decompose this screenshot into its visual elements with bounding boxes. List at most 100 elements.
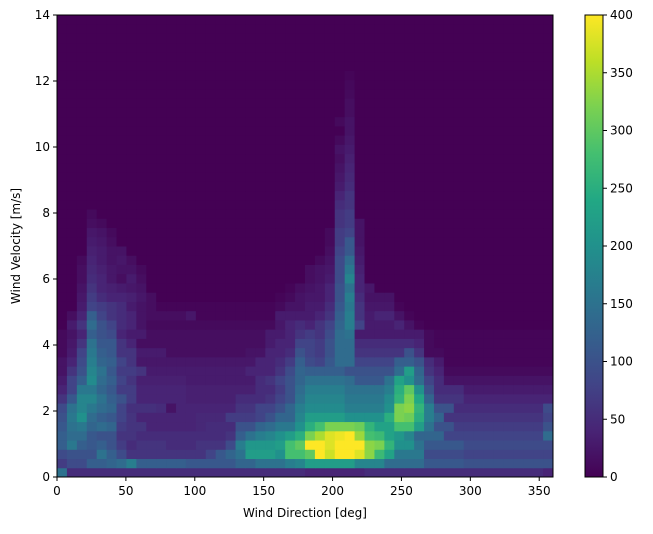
heatmap-cell <box>424 42 435 53</box>
heatmap-cell <box>215 329 227 339</box>
heatmap-cell <box>185 88 197 99</box>
heatmap-cell <box>453 421 465 432</box>
heatmap-cell <box>225 88 237 99</box>
heatmap-cell <box>533 61 544 71</box>
heatmap-cell <box>453 393 465 404</box>
heatmap-cell <box>57 338 68 349</box>
heatmap-cell <box>404 319 415 330</box>
colorbar-tick-label: 250 <box>610 181 633 195</box>
heatmap-cell <box>533 366 544 376</box>
heatmap-cell <box>493 135 504 145</box>
heatmap-cell <box>116 15 127 25</box>
heatmap-cell <box>136 116 147 127</box>
heatmap-cell <box>126 135 137 145</box>
heatmap-cell <box>136 273 147 284</box>
heatmap-cell <box>86 430 98 441</box>
heatmap-cell <box>533 24 544 34</box>
heatmap-cell <box>57 125 68 136</box>
heatmap-cell <box>433 375 445 386</box>
heatmap-cell <box>433 70 445 81</box>
heatmap-cell <box>235 42 246 53</box>
heatmap-cell <box>394 98 405 108</box>
x-tick-label: 300 <box>459 484 482 498</box>
heatmap-cell <box>394 107 405 118</box>
heatmap-cell <box>185 144 197 155</box>
heatmap-cell <box>176 458 187 469</box>
heatmap-cell <box>414 199 425 210</box>
heatmap-cell <box>245 329 256 339</box>
heatmap-cell <box>344 319 356 330</box>
heatmap-cell <box>523 440 534 450</box>
heatmap-cell <box>433 135 445 145</box>
heatmap-cell <box>543 144 554 155</box>
heatmap-cell <box>295 329 306 339</box>
heatmap-cell <box>314 162 326 173</box>
heatmap-cell <box>453 412 465 423</box>
heatmap-cell <box>334 42 346 53</box>
heatmap-cell <box>404 209 415 219</box>
heatmap-cell <box>414 70 425 81</box>
heatmap-cell <box>76 347 88 358</box>
heatmap-cell <box>513 135 524 145</box>
heatmap-cell <box>384 375 395 386</box>
heatmap-cell <box>245 51 256 62</box>
heatmap-cell <box>473 135 485 145</box>
heatmap-cell <box>205 282 217 293</box>
heatmap-cell <box>275 172 286 182</box>
heatmap-cell <box>503 51 514 62</box>
heatmap-cell <box>424 135 435 145</box>
heatmap-cell <box>463 199 475 210</box>
heatmap-cell <box>215 236 227 247</box>
heatmap-cell <box>57 421 68 432</box>
heatmap-cell <box>334 209 346 219</box>
heatmap-cell <box>275 255 286 265</box>
heatmap-cell <box>483 319 494 330</box>
heatmap-cell <box>314 393 326 404</box>
heatmap-cell <box>106 227 118 238</box>
heatmap-cell <box>166 70 177 81</box>
heatmap-cell <box>235 273 246 284</box>
heatmap-cell <box>156 116 167 127</box>
heatmap-cell <box>483 467 494 478</box>
heatmap-cell <box>176 42 187 53</box>
heatmap-cell <box>96 15 108 25</box>
heatmap-cell <box>146 467 157 478</box>
heatmap-cell <box>433 449 445 460</box>
heatmap-cell <box>76 51 88 62</box>
heatmap-cell <box>185 375 197 386</box>
heatmap-cell <box>543 107 554 118</box>
heatmap-cell <box>493 421 504 432</box>
heatmap-cell <box>156 329 167 339</box>
heatmap-cell <box>136 135 147 145</box>
heatmap-cell <box>265 273 276 284</box>
heatmap-cell <box>156 190 167 201</box>
heatmap-cell <box>265 153 276 164</box>
heatmap-cell <box>106 162 118 173</box>
heatmap-cell <box>443 98 455 108</box>
heatmap-cell <box>126 107 137 118</box>
heatmap-cell <box>533 107 544 118</box>
heatmap-cell <box>513 162 524 173</box>
heatmap-cell <box>136 393 147 404</box>
heatmap-cell <box>433 162 445 173</box>
heatmap-cell <box>443 264 455 275</box>
heatmap-cell <box>463 310 475 321</box>
heatmap-cell <box>76 329 88 339</box>
heatmap-cell <box>305 162 316 173</box>
heatmap-cell <box>265 430 276 441</box>
heatmap-cell <box>384 135 395 145</box>
heatmap-cell <box>414 282 425 293</box>
heatmap-cell <box>185 264 197 275</box>
heatmap-cell <box>324 412 336 423</box>
heatmap-cell <box>314 292 326 302</box>
heatmap-cell <box>245 79 256 90</box>
heatmap-cell <box>116 255 127 265</box>
heatmap-cell <box>66 70 78 81</box>
heatmap-cell <box>493 292 504 302</box>
heatmap-cell <box>483 125 494 136</box>
heatmap-cells <box>57 15 554 478</box>
heatmap-cell <box>344 384 356 395</box>
heatmap-cell <box>473 384 485 395</box>
heatmap-cell <box>156 135 167 145</box>
heatmap-cell <box>57 440 68 450</box>
